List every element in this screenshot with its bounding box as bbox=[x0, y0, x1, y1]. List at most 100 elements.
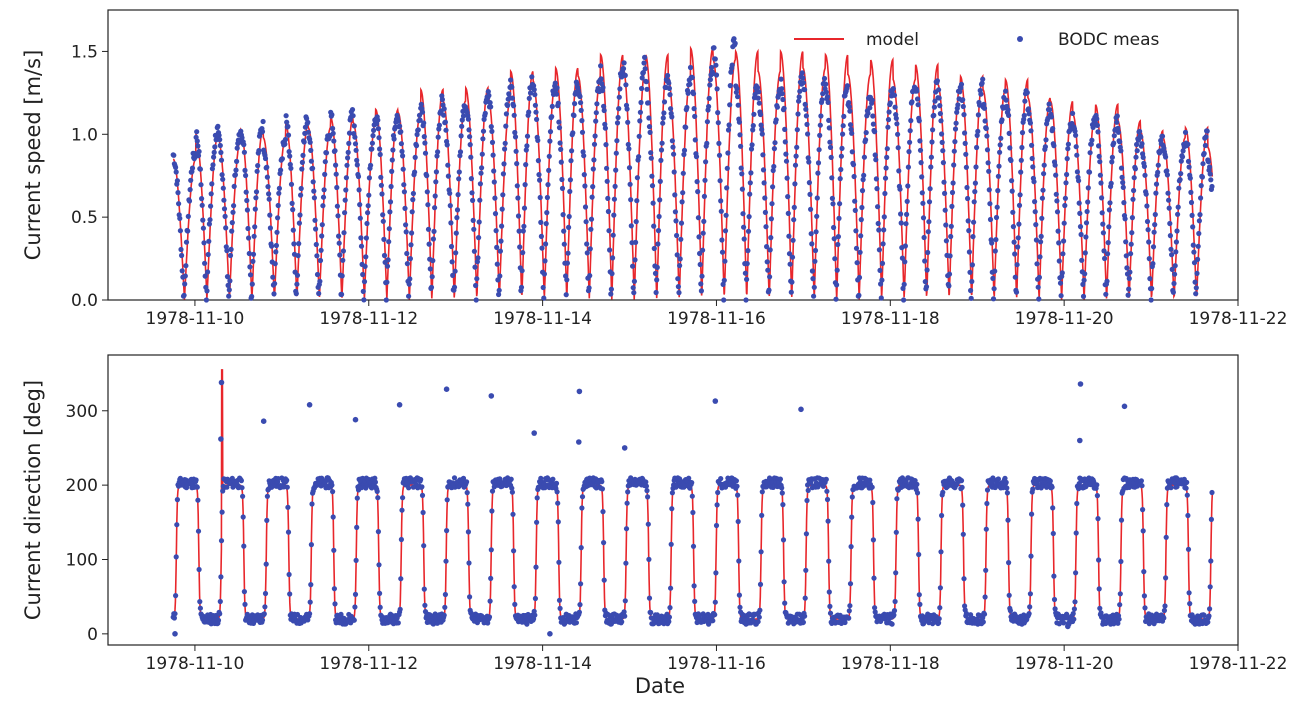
speed-meas-point bbox=[218, 149, 224, 156]
speed-meas-point bbox=[390, 147, 396, 153]
direction-meas-point bbox=[601, 540, 607, 546]
speed-meas-point bbox=[850, 162, 857, 168]
speed-meas-point bbox=[1144, 218, 1151, 225]
speed-meas-point bbox=[876, 227, 882, 233]
speed-meas-point bbox=[1151, 229, 1157, 235]
direction-meas-point bbox=[487, 598, 493, 604]
speed-meas-point bbox=[1148, 297, 1154, 303]
speed-meas-point bbox=[375, 126, 381, 132]
speed-meas-point bbox=[547, 129, 554, 135]
speed-meas-point bbox=[332, 148, 338, 154]
direction-meas-point bbox=[870, 499, 876, 506]
speed-meas-point bbox=[771, 146, 778, 152]
speed-meas-point bbox=[721, 297, 727, 303]
speed-meas-point bbox=[1198, 195, 1204, 201]
speed-meas-point bbox=[658, 147, 665, 153]
speed-meas-point bbox=[317, 278, 323, 284]
speed-meas-point bbox=[276, 185, 282, 191]
speed-meas-point bbox=[791, 217, 797, 223]
speed-meas-point bbox=[792, 181, 798, 187]
speed-meas-point bbox=[350, 113, 356, 119]
speed-meas-point bbox=[208, 191, 214, 197]
speed-meas-point bbox=[1182, 129, 1189, 135]
direction-meas-point bbox=[352, 604, 358, 610]
speed-meas-point bbox=[678, 220, 685, 226]
speed-meas-point bbox=[345, 155, 351, 161]
speed-meas-point bbox=[756, 89, 762, 95]
speed-meas-point bbox=[861, 154, 868, 160]
direction-meas-point bbox=[648, 609, 654, 616]
speed-meas-point bbox=[413, 143, 420, 149]
speed-meas-point bbox=[467, 142, 473, 148]
speed-meas-point bbox=[616, 94, 622, 100]
speed-meas-point bbox=[814, 195, 820, 201]
speed-meas-point bbox=[914, 96, 921, 102]
speed-meas-point bbox=[482, 110, 488, 116]
speed-meas-point bbox=[981, 101, 987, 107]
speed-meas-point bbox=[322, 171, 328, 177]
speed-meas-point bbox=[300, 152, 306, 158]
speed-meas-point bbox=[230, 209, 236, 215]
direction-meas-point bbox=[755, 619, 761, 625]
speed-meas-point bbox=[623, 82, 629, 88]
speed-meas-point bbox=[1164, 168, 1170, 174]
speed-meas-point bbox=[699, 273, 705, 279]
speed-meas-point bbox=[839, 145, 845, 151]
direction-meas-point bbox=[489, 488, 496, 494]
direction-meas-point bbox=[1163, 534, 1169, 540]
direction-meas-point bbox=[600, 509, 606, 515]
direction-meas-point bbox=[805, 487, 811, 493]
speed-meas-point bbox=[1146, 256, 1152, 262]
speed-meas-point bbox=[928, 164, 934, 170]
speed-meas-point bbox=[651, 245, 657, 252]
speed-meas-point bbox=[811, 284, 817, 290]
direction-meas-point bbox=[174, 497, 180, 503]
speed-meas-point bbox=[828, 154, 834, 160]
direction-meas-point bbox=[1185, 546, 1192, 552]
speed-meas-point bbox=[789, 279, 795, 285]
speed-meas-point bbox=[853, 245, 860, 251]
direction-meas-point bbox=[308, 582, 314, 588]
speed-meas-point bbox=[578, 100, 584, 106]
speed-meas-point bbox=[984, 147, 991, 153]
speed-meas-point bbox=[1073, 132, 1079, 138]
speed-meas-point bbox=[955, 102, 961, 108]
direction-meas-point bbox=[1139, 483, 1145, 489]
direction-meas-point bbox=[444, 497, 450, 503]
direction-meas-point bbox=[601, 577, 607, 583]
speed-meas-point bbox=[279, 156, 285, 162]
speed-meas-point bbox=[1009, 188, 1015, 194]
speed-meas-point bbox=[971, 199, 977, 205]
speed-meas-point bbox=[617, 86, 623, 92]
speed-meas-point bbox=[1166, 205, 1172, 211]
speed-meas-point bbox=[598, 76, 604, 82]
speed-meas-point bbox=[960, 103, 966, 110]
speed-meas-point bbox=[1126, 275, 1132, 282]
speed-meas-point bbox=[506, 91, 512, 97]
speed-meas-point bbox=[919, 174, 925, 180]
speed-meas-point bbox=[200, 217, 206, 223]
speed-meas-point bbox=[399, 148, 405, 154]
speed-meas-point bbox=[1013, 289, 1020, 295]
speed-meas-point bbox=[669, 138, 676, 144]
speed-meas-point bbox=[975, 128, 981, 134]
speed-meas-point bbox=[844, 83, 851, 89]
speed-meas-point bbox=[1169, 252, 1175, 258]
speed-meas-point bbox=[179, 268, 185, 274]
speed-meas-point bbox=[1187, 175, 1193, 181]
speed-meas-point bbox=[1150, 261, 1156, 267]
speed-meas-point bbox=[678, 236, 684, 242]
speed-meas-point bbox=[293, 291, 299, 297]
speed-meas-point bbox=[677, 256, 683, 262]
direction-meas-outlier-point bbox=[218, 436, 224, 442]
speed-meas-point bbox=[760, 152, 766, 158]
speed-meas-point bbox=[455, 192, 461, 198]
direction-meas-point bbox=[1208, 516, 1214, 523]
speed-meas-point bbox=[999, 117, 1005, 123]
speed-meas-point bbox=[535, 158, 542, 164]
direction-meas-point bbox=[512, 601, 518, 608]
speed-meas-point bbox=[666, 80, 672, 86]
speed-meas-point bbox=[1060, 251, 1066, 257]
direction-meas-point bbox=[802, 613, 808, 619]
speed-meas-point bbox=[790, 237, 796, 243]
